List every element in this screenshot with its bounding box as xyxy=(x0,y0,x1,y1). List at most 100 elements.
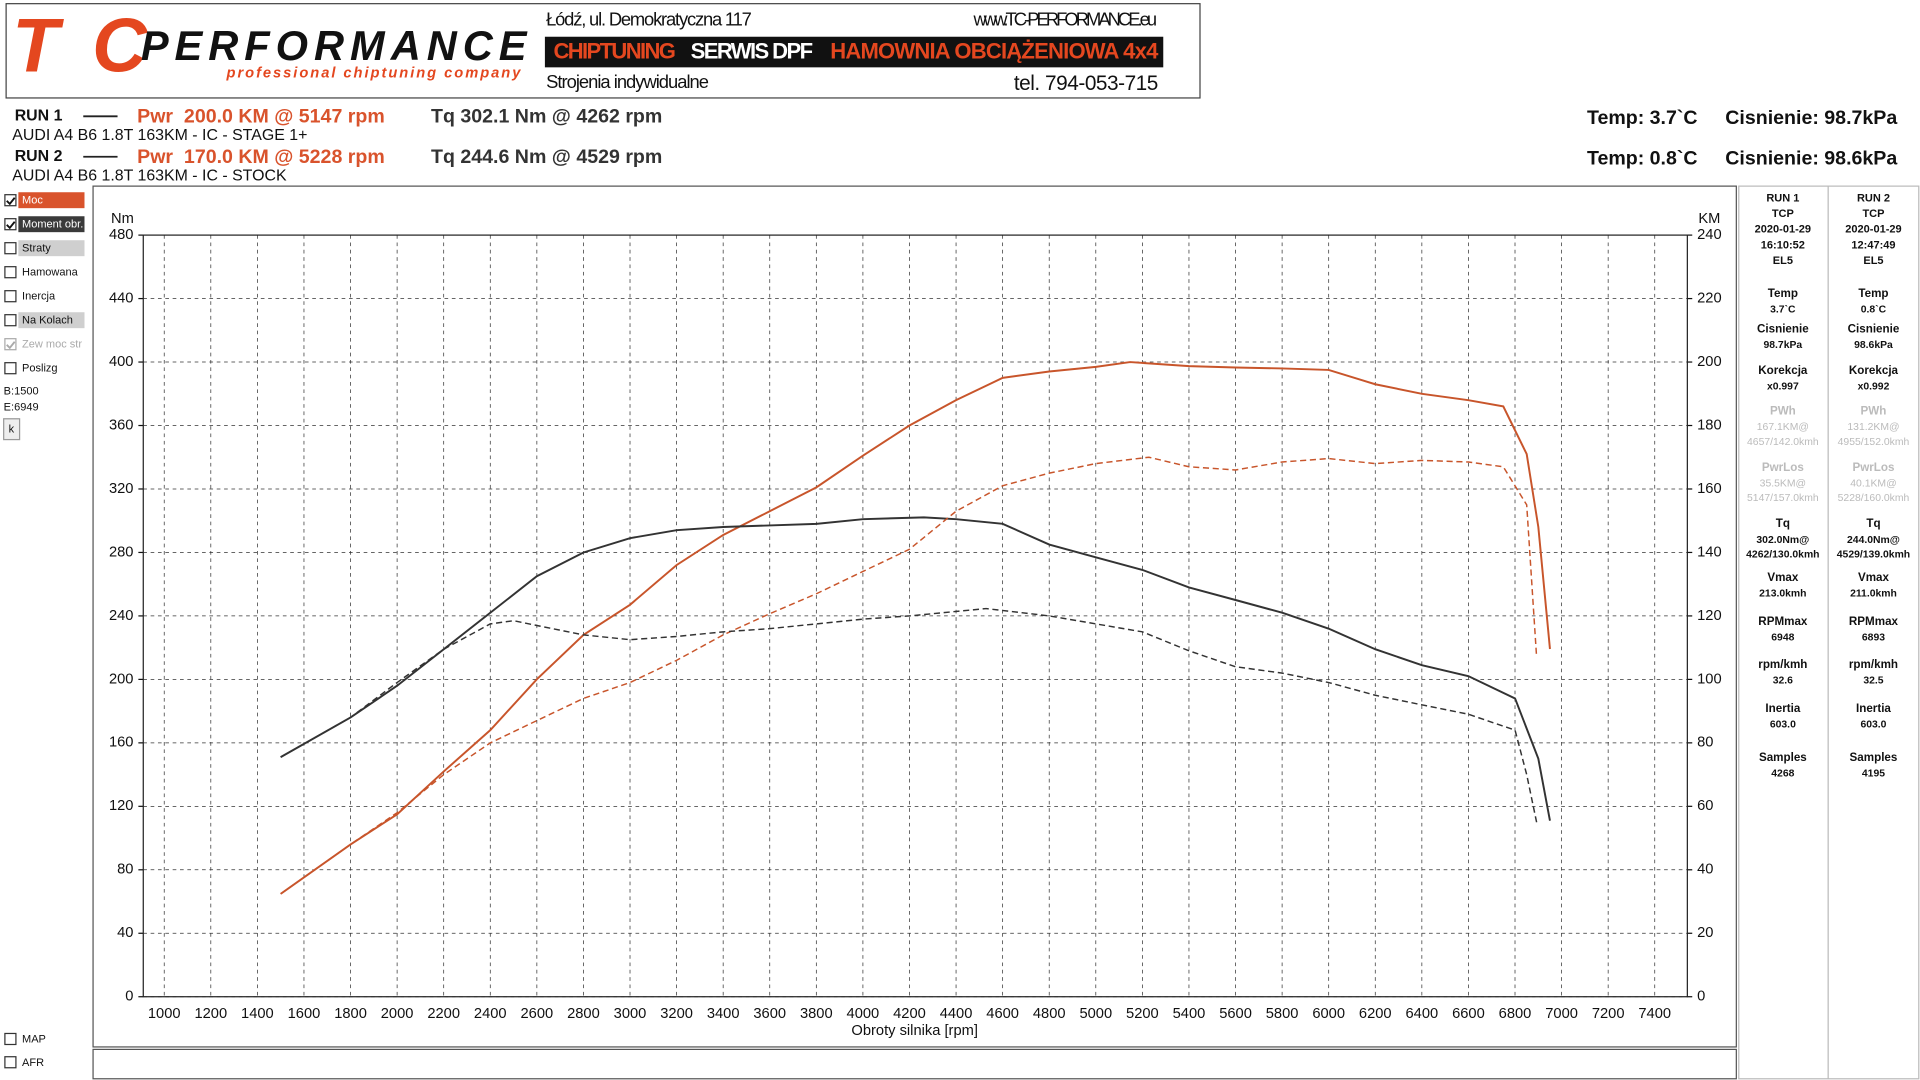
checkbox-label: Moment obr. xyxy=(22,219,83,231)
chart-frame xyxy=(92,185,1737,1048)
y2-tick-label: 0 xyxy=(1697,989,1705,1005)
panel-label: Temp xyxy=(1858,287,1888,300)
checkbox[interactable] xyxy=(4,314,17,327)
panel-label: rpm/kmh xyxy=(1849,658,1898,671)
run-torque: Tq 302.1 Nm @ 4262 rpm xyxy=(431,106,662,128)
run-torque: Tq 244.6 Nm @ 4529 rpm xyxy=(431,146,662,168)
x-tick-label: 4400 xyxy=(940,1006,973,1022)
y2-tick-label: 200 xyxy=(1697,354,1722,370)
x-tick-label: 5800 xyxy=(1266,1006,1299,1022)
run-pressure: Cisnienie: 98.6kPa xyxy=(1725,147,1898,169)
panel-head: TCP xyxy=(1772,208,1794,220)
x-tick-label: 4600 xyxy=(986,1006,1019,1022)
checkbox[interactable] xyxy=(4,194,17,207)
checkbox-label: Poslizg xyxy=(22,363,58,375)
range-label: E:6949 xyxy=(4,402,39,414)
y2-tick-label: 100 xyxy=(1697,671,1722,687)
panel-head: 2020-01-29 xyxy=(1845,224,1901,236)
y-tick-label: 0 xyxy=(125,989,133,1005)
series-line xyxy=(280,516,1551,821)
panel-head: TCP xyxy=(1862,208,1884,220)
subline: Strojenia indywidualne xyxy=(546,71,709,92)
run-car: AUDI A4 B6 1.8T 163KM - IC - STOCK xyxy=(12,168,287,185)
x-tick-label: 5000 xyxy=(1079,1006,1112,1022)
x-tick-label: 2600 xyxy=(521,1006,554,1022)
banner-text: SERWIS DPF xyxy=(691,38,813,63)
x-tick-label: 4200 xyxy=(893,1006,926,1022)
panel-value: 244.0Nm@ xyxy=(1847,535,1900,546)
panel-label: Vmax xyxy=(1767,571,1799,584)
checkbox-label: AFR xyxy=(22,1057,44,1069)
y2-tick-label: 160 xyxy=(1697,481,1722,497)
series-line xyxy=(280,607,1538,823)
checkbox[interactable] xyxy=(4,362,17,375)
x-tick-label: 4800 xyxy=(1033,1006,1066,1022)
button[interactable] xyxy=(3,418,21,441)
panel-value: 211.0kmh xyxy=(1850,589,1897,600)
x-tick-label: 6200 xyxy=(1359,1006,1392,1022)
y2-tick-label: 60 xyxy=(1697,798,1713,814)
checkbox-label-bg xyxy=(18,312,85,329)
panel-value: 35.5KM@ xyxy=(1760,478,1806,489)
series-line xyxy=(280,361,1551,895)
checkbox[interactable] xyxy=(4,218,17,231)
panel-value: x0.992 xyxy=(1858,382,1890,393)
x-axis-label: Obroty silnika [rpm] xyxy=(851,1023,978,1039)
banner xyxy=(544,36,1164,68)
checkbox-label: Zew moc str xyxy=(22,339,82,351)
y2-axis-label: KM xyxy=(1698,211,1720,227)
checkbox-label: Straty xyxy=(22,243,51,255)
button-label: k xyxy=(9,424,15,436)
checkbox[interactable] xyxy=(4,266,17,279)
x-tick-label: 7000 xyxy=(1545,1006,1578,1022)
panel-head: EL5 xyxy=(1863,255,1883,267)
x-tick-label: 6800 xyxy=(1499,1006,1532,1022)
run-pressure: Cisnienie: 98.7kPa xyxy=(1725,107,1898,129)
y-tick-label: 440 xyxy=(109,290,134,306)
run-car: AUDI A4 B6 1.8T 163KM - IC - STAGE 1+ xyxy=(12,127,307,144)
panel-head: 12:47:49 xyxy=(1851,239,1895,251)
panel-value: 98.7kPa xyxy=(1763,340,1802,351)
x-tick-label: 2400 xyxy=(474,1006,507,1022)
run-power: Pwr 200.0 KM @ 5147 rpm xyxy=(137,106,385,128)
panel-label: Tq xyxy=(1776,517,1790,530)
panel-label: Inertia xyxy=(1765,702,1800,715)
x-tick-label: 6600 xyxy=(1452,1006,1485,1022)
x-tick-label: 2800 xyxy=(567,1006,600,1022)
y2-tick-label: 120 xyxy=(1697,608,1722,624)
panel-value: 4529/139.0kmh xyxy=(1837,549,1910,560)
panel-label: PWh xyxy=(1861,405,1887,418)
checkbox-label: Inercja xyxy=(22,291,56,303)
panel-value: 6893 xyxy=(1862,633,1885,644)
x-tick-label: 3000 xyxy=(614,1006,647,1022)
x-tick-label: 5200 xyxy=(1126,1006,1159,1022)
checkbox[interactable] xyxy=(4,1056,17,1069)
panel-label: Temp xyxy=(1768,287,1798,300)
panel-value: 302.0Nm@ xyxy=(1756,535,1809,546)
phone: tel. 794-053-715 xyxy=(1014,72,1158,95)
checkbox[interactable] xyxy=(4,1032,17,1046)
panel-head: RUN 1 xyxy=(1766,192,1799,204)
run-power: Pwr 170.0 KM @ 5228 rpm xyxy=(137,146,385,168)
run-label: RUN 1 xyxy=(15,108,63,125)
checkbox[interactable] xyxy=(4,338,17,351)
y2-tick-label: 40 xyxy=(1697,862,1713,878)
panel-value: 4195 xyxy=(1862,769,1885,780)
run-label: RUN 2 xyxy=(15,148,63,165)
check-mark xyxy=(6,197,16,206)
logo-tagline: professional chiptuning company xyxy=(226,65,522,81)
checkbox[interactable] xyxy=(4,242,17,255)
panel-value: 4262/130.0kmh xyxy=(1746,549,1819,560)
checkbox-label: Moc xyxy=(22,195,43,207)
panel-label: RPMmax xyxy=(1849,615,1899,628)
panel-value: 6948 xyxy=(1771,633,1794,644)
panel-value: 32.5 xyxy=(1863,676,1883,687)
panel-head: RUN 2 xyxy=(1857,192,1890,204)
checkbox-label: Na Kolach xyxy=(22,315,73,327)
y-axis-label: Nm xyxy=(111,211,134,227)
website: www.TC-PERFORMANCE.eu xyxy=(972,9,1157,30)
x-tick-label: 3200 xyxy=(660,1006,693,1022)
checkbox[interactable] xyxy=(4,290,17,303)
panel-head: EL5 xyxy=(1773,255,1793,267)
